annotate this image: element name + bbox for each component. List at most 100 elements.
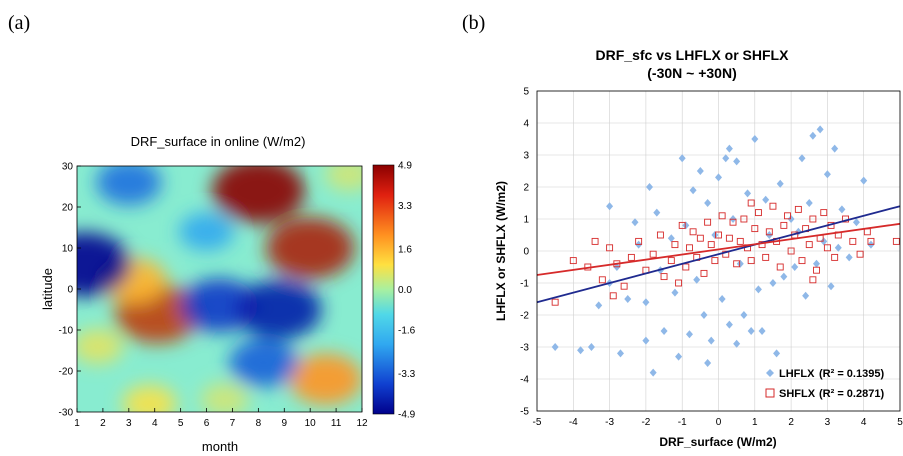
lhflx-point — [733, 339, 741, 348]
lhflx-point — [769, 279, 777, 287]
y-tick-label: -10 — [59, 326, 74, 337]
x-tick-label: 2 — [788, 417, 794, 428]
shflx-point — [794, 205, 802, 213]
lhflx-point — [816, 125, 824, 134]
shflx-point — [678, 221, 686, 229]
lhflx-fit-line — [536, 205, 901, 304]
shflx-point — [591, 237, 599, 245]
lhflx-point — [616, 349, 624, 358]
shflx-point — [722, 250, 730, 258]
heatmap-cell — [211, 166, 305, 223]
scatter-legend: LHFLX (R² = 0.1395) SHFLX (R² = 0.2871) — [765, 368, 884, 400]
lhflx-point — [649, 368, 657, 377]
shflx-point — [711, 257, 719, 265]
shflx-point — [656, 231, 664, 239]
x-tick-label: 3 — [126, 418, 132, 429]
lhflx-point — [758, 327, 766, 335]
shflx-point — [609, 292, 617, 300]
x-tick-label: 3 — [825, 417, 831, 428]
scatter-subtitle: (-30N ~ +30N) — [647, 65, 736, 81]
heatmap-cell — [200, 382, 249, 412]
shflx-point — [762, 253, 770, 261]
shflx-point — [805, 241, 813, 249]
heatmap-cell — [178, 212, 235, 251]
shflx-point — [780, 221, 788, 229]
y-tick-label: -2 — [520, 311, 529, 322]
legend-shflx-r2: (R² = 0.2871) — [819, 388, 884, 400]
lhflx-point — [667, 234, 675, 243]
lhflx-point — [642, 298, 650, 307]
lhflx-point — [595, 301, 603, 310]
lhflx-point — [805, 199, 813, 207]
y-tick-label: 10 — [62, 244, 74, 255]
heatmap-cell — [77, 232, 131, 297]
lhflx-point — [762, 195, 770, 204]
lhflx-point — [707, 336, 715, 345]
x-tick-label: -1 — [678, 417, 687, 428]
heatmap-cell — [288, 353, 362, 405]
lhflx-point — [722, 154, 730, 163]
shflx-point — [682, 263, 690, 271]
heatmap-cell — [122, 385, 177, 412]
lhflx-point — [852, 218, 860, 227]
x-tick-label: -2 — [641, 417, 650, 428]
y-tick-label: -5 — [520, 407, 529, 418]
x-tick-label: -4 — [569, 417, 578, 428]
lhflx-point — [787, 215, 795, 223]
shflx-point — [620, 282, 628, 290]
lhflx-point — [791, 263, 799, 271]
shflx-point — [747, 199, 755, 207]
shflx-point — [733, 260, 741, 268]
y-tick-label: 5 — [523, 87, 529, 98]
y-tick-label: -20 — [59, 367, 74, 378]
colorbar-tick-label: 0.0 — [398, 285, 412, 296]
x-tick-label: 5 — [178, 418, 184, 429]
lhflx-point — [678, 154, 686, 163]
shflx-point — [649, 250, 657, 258]
lhflx-point — [551, 343, 559, 351]
y-tick-label: -30 — [59, 408, 74, 419]
shflx-point — [715, 231, 722, 239]
lhflx-point — [798, 154, 806, 163]
x-tick-label: 6 — [204, 418, 210, 429]
lhflx-point — [693, 275, 701, 284]
heatmap-cell — [265, 217, 355, 279]
lhflx-point — [747, 327, 755, 335]
shflx-point — [776, 263, 784, 271]
panel-label-b: (b) — [462, 12, 486, 34]
shflx-point — [660, 273, 668, 281]
shflx-point — [813, 266, 820, 274]
shflx-point — [831, 253, 839, 261]
legend-lhflx-marker — [766, 369, 774, 377]
y-tick-label: 20 — [62, 203, 74, 214]
shflx-point — [809, 276, 817, 284]
lhflx-point — [827, 282, 835, 291]
shflx-point — [729, 218, 737, 226]
shflx-point — [740, 215, 748, 223]
lhflx-point — [733, 157, 741, 166]
shflx-point — [787, 247, 795, 255]
lhflx-point — [754, 285, 762, 294]
y-tick-label: 4 — [523, 119, 529, 130]
lhflx-point — [631, 218, 639, 227]
legend-lhflx-r2: (R² = 0.1395) — [819, 368, 884, 380]
x-tick-label: 5 — [897, 417, 903, 428]
x-tick-label: 4 — [152, 418, 158, 429]
shflx-point — [809, 215, 817, 223]
x-tick-label: 11 — [331, 418, 342, 429]
lhflx-point — [696, 167, 704, 175]
shflx-point — [856, 250, 864, 258]
heatmap-title: DRF_surface in online (W/m2) — [131, 134, 306, 149]
shflx-point — [736, 237, 744, 245]
lhflx-point — [736, 259, 744, 268]
x-tick-label: -3 — [605, 417, 614, 428]
lhflx-point — [700, 311, 708, 319]
heatmap-ylabel: latitude — [40, 268, 55, 310]
y-tick-label: 30 — [62, 162, 74, 173]
y-tick-label: -4 — [520, 375, 529, 386]
lhflx-point — [725, 320, 733, 329]
x-tick-label: 7 — [230, 418, 236, 429]
y-tick-label: -3 — [520, 343, 529, 354]
lhflx-point — [845, 253, 853, 262]
